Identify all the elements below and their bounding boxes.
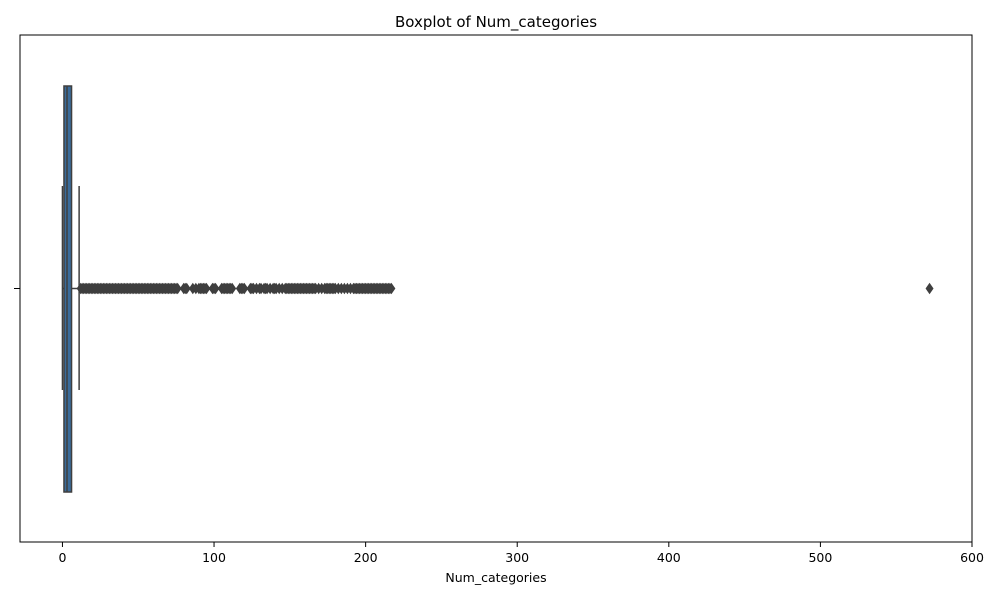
x-tick-label: 500	[808, 550, 832, 565]
x-tick-label: 400	[657, 550, 681, 565]
outlier-point	[228, 282, 237, 295]
chart-title: Boxplot of Num_categories	[395, 13, 597, 32]
x-tick-label: 300	[505, 550, 529, 565]
box-iqr	[63, 85, 73, 493]
x-tick-label: 0	[58, 550, 66, 565]
x-axis-label: Num_categories	[445, 570, 546, 585]
outlier-point	[182, 282, 191, 295]
x-axis: 0 100 200 300 400 500 600	[58, 542, 984, 565]
plot-area	[61, 85, 934, 493]
x-tick-label: 600	[960, 550, 984, 565]
outlier-point	[211, 282, 220, 295]
outlier-point	[202, 282, 211, 295]
outlier-point	[173, 282, 182, 295]
outlier-point	[925, 282, 934, 295]
outlier-point	[387, 282, 396, 295]
outlier-point	[240, 282, 249, 295]
x-tick-label: 200	[354, 550, 378, 565]
x-tick-label: 100	[202, 550, 226, 565]
